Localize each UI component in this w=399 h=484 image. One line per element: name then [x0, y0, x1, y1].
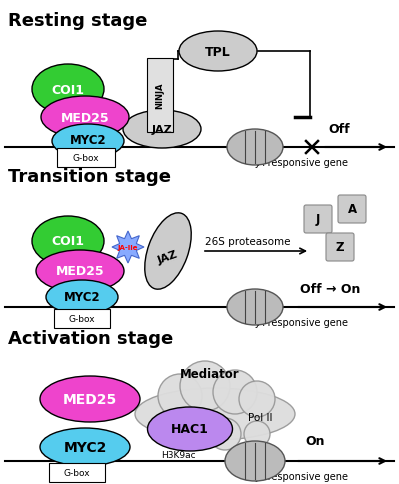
Ellipse shape [227, 130, 283, 166]
Ellipse shape [148, 407, 233, 451]
Text: Z: Z [336, 241, 344, 254]
Text: MYC2: MYC2 [70, 134, 106, 147]
FancyBboxPatch shape [57, 149, 115, 167]
FancyBboxPatch shape [54, 309, 110, 328]
Ellipse shape [40, 376, 140, 422]
Circle shape [244, 421, 270, 447]
Text: HAC1: HAC1 [171, 423, 209, 436]
Polygon shape [112, 231, 144, 263]
Ellipse shape [123, 111, 201, 149]
Text: TPL: TPL [205, 45, 231, 59]
Ellipse shape [225, 441, 285, 481]
Ellipse shape [32, 65, 104, 115]
Circle shape [171, 420, 199, 448]
Text: JA-responsive gene: JA-responsive gene [255, 158, 348, 167]
FancyBboxPatch shape [147, 59, 173, 133]
FancyBboxPatch shape [338, 196, 366, 224]
Ellipse shape [52, 125, 124, 159]
Text: COI1: COI1 [51, 235, 85, 248]
Circle shape [213, 370, 257, 414]
Text: MED25: MED25 [56, 265, 104, 278]
Text: On: On [305, 435, 324, 448]
Text: A: A [348, 203, 357, 216]
Text: JA-responsive gene: JA-responsive gene [255, 318, 348, 327]
Text: JAZ: JAZ [156, 249, 180, 266]
Ellipse shape [40, 428, 130, 466]
Text: MYC2: MYC2 [64, 291, 100, 304]
FancyBboxPatch shape [326, 233, 354, 261]
FancyBboxPatch shape [304, 206, 332, 233]
Text: Off: Off [328, 123, 350, 136]
Ellipse shape [32, 216, 104, 267]
Text: G-box: G-box [73, 154, 99, 163]
Text: JAZ: JAZ [152, 125, 172, 135]
Circle shape [180, 361, 230, 411]
Text: NINJA: NINJA [156, 83, 164, 109]
Text: MED25: MED25 [63, 392, 117, 406]
Text: Pol II: Pol II [248, 412, 273, 422]
Text: Activation stage: Activation stage [8, 329, 173, 348]
Ellipse shape [145, 213, 191, 289]
Ellipse shape [41, 97, 129, 139]
Text: MED25: MED25 [61, 111, 109, 124]
Ellipse shape [135, 388, 295, 440]
Text: H3K9ac: H3K9ac [161, 451, 196, 459]
Text: 26S proteasome: 26S proteasome [205, 237, 290, 246]
Text: Mediator: Mediator [180, 368, 240, 381]
Text: COI1: COI1 [51, 83, 85, 96]
Text: G-box: G-box [64, 469, 90, 478]
Circle shape [239, 381, 275, 417]
Text: MYC2: MYC2 [63, 440, 107, 454]
Ellipse shape [227, 289, 283, 325]
Ellipse shape [46, 280, 118, 314]
Circle shape [158, 374, 202, 418]
Text: JA-Ile: JA-Ile [118, 244, 138, 251]
Circle shape [209, 418, 241, 450]
FancyBboxPatch shape [49, 463, 105, 482]
Text: Resting stage: Resting stage [8, 12, 147, 30]
Text: JA-responsive gene: JA-responsive gene [255, 471, 348, 481]
Ellipse shape [179, 32, 257, 72]
Ellipse shape [36, 251, 124, 292]
Text: G-box: G-box [69, 315, 95, 324]
Text: Transition stage: Transition stage [8, 167, 171, 186]
Text: J: J [316, 213, 320, 226]
Text: Off → On: Off → On [300, 283, 360, 296]
